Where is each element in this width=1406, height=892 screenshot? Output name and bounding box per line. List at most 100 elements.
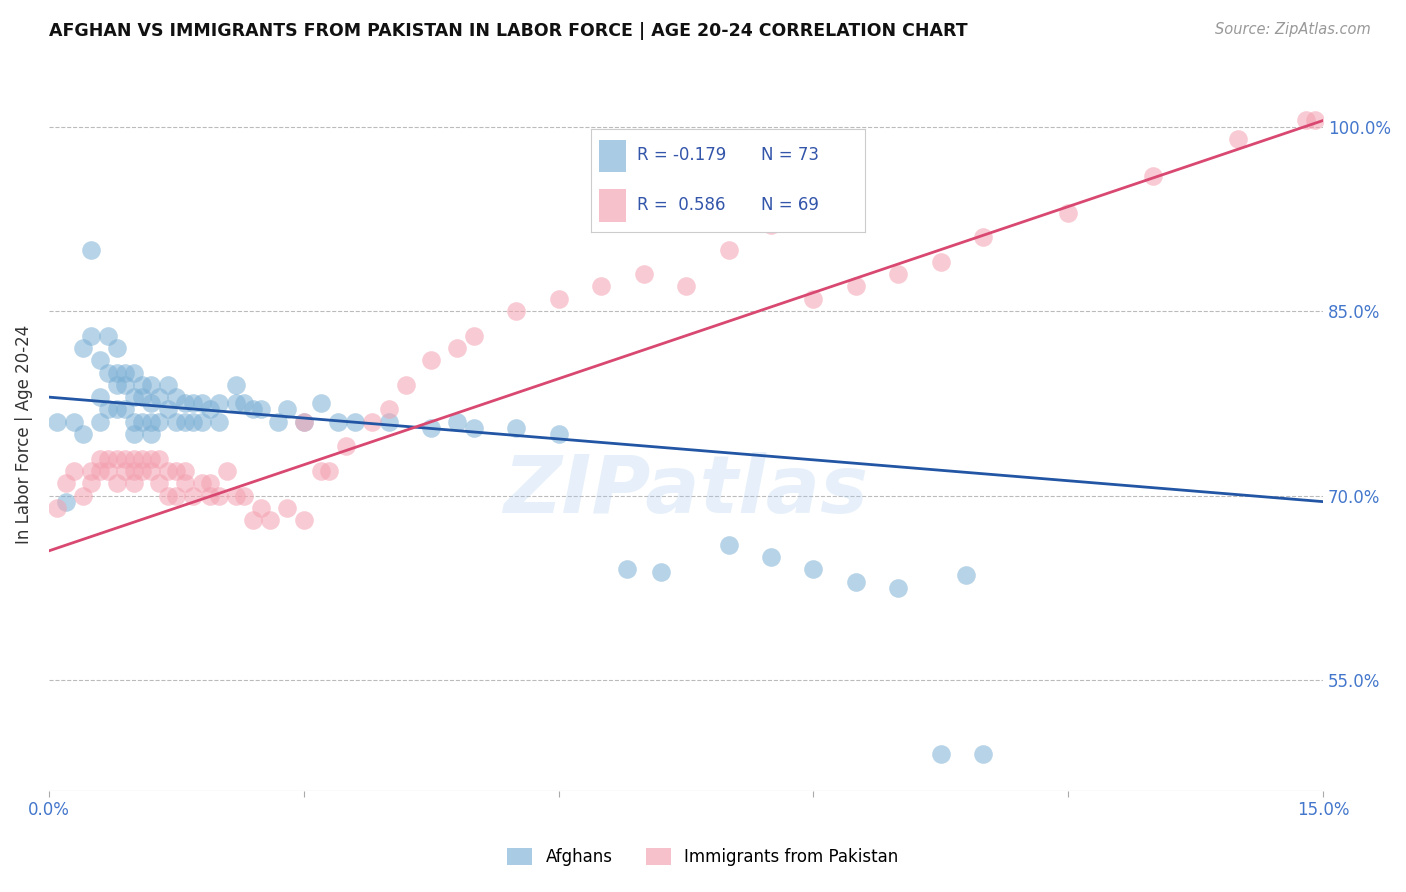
Point	[591, 279, 613, 293]
Point	[343, 415, 366, 429]
Point	[114, 377, 136, 392]
Point	[139, 464, 162, 478]
Point	[505, 304, 527, 318]
Point	[139, 427, 162, 442]
Point	[250, 402, 273, 417]
Point	[139, 377, 162, 392]
Point	[233, 488, 256, 502]
Point	[420, 353, 443, 368]
Point	[114, 402, 136, 417]
Point	[80, 243, 103, 257]
Text: Source: ZipAtlas.com: Source: ZipAtlas.com	[1215, 22, 1371, 37]
Point	[759, 218, 782, 232]
Point	[148, 415, 170, 429]
Point	[633, 267, 655, 281]
Point	[165, 390, 187, 404]
Point	[105, 366, 128, 380]
Point	[292, 415, 315, 429]
Point	[377, 402, 399, 417]
Point	[156, 377, 179, 392]
Point	[217, 464, 239, 478]
Y-axis label: In Labor Force | Age 20-24: In Labor Force | Age 20-24	[15, 325, 32, 543]
Point	[1303, 113, 1326, 128]
Point	[675, 279, 697, 293]
Point	[89, 390, 111, 404]
Point	[131, 464, 153, 478]
Point	[139, 451, 162, 466]
Point	[225, 377, 247, 392]
Point	[292, 415, 315, 429]
Point	[225, 488, 247, 502]
Text: N = 69: N = 69	[761, 195, 818, 214]
Point	[309, 396, 332, 410]
Point	[97, 451, 120, 466]
Point	[122, 415, 145, 429]
Point	[46, 415, 69, 429]
Point	[165, 415, 187, 429]
Point	[165, 464, 187, 478]
Point	[650, 565, 672, 579]
Point	[80, 328, 103, 343]
Point	[309, 464, 332, 478]
Text: AFGHAN VS IMMIGRANTS FROM PAKISTAN IN LABOR FORCE | AGE 20-24 CORRELATION CHART: AFGHAN VS IMMIGRANTS FROM PAKISTAN IN LA…	[49, 22, 967, 40]
FancyBboxPatch shape	[599, 189, 626, 221]
Point	[446, 341, 468, 355]
Point	[887, 581, 910, 595]
Point	[122, 476, 145, 491]
Point	[105, 476, 128, 491]
Point	[208, 488, 231, 502]
Point	[191, 476, 214, 491]
Point	[377, 415, 399, 429]
Point	[173, 464, 195, 478]
Point	[259, 513, 281, 527]
Point	[63, 464, 86, 478]
Point	[267, 415, 290, 429]
Point	[191, 396, 214, 410]
Point	[1057, 205, 1080, 219]
Point	[360, 415, 382, 429]
Point	[122, 390, 145, 404]
Point	[89, 353, 111, 368]
Point	[208, 415, 231, 429]
Point	[446, 415, 468, 429]
Point	[1227, 132, 1250, 146]
Point	[165, 488, 187, 502]
Point	[139, 396, 162, 410]
Point	[616, 562, 638, 576]
Point	[292, 513, 315, 527]
Point	[156, 488, 179, 502]
Point	[972, 230, 994, 244]
Point	[89, 451, 111, 466]
Point	[156, 464, 179, 478]
Point	[131, 415, 153, 429]
Point	[183, 415, 205, 429]
Point	[463, 421, 485, 435]
Point	[547, 427, 569, 442]
Point	[1295, 113, 1317, 128]
Point	[242, 402, 264, 417]
Text: R =  0.586: R = 0.586	[637, 195, 725, 214]
Point	[326, 415, 349, 429]
Point	[97, 464, 120, 478]
Point	[55, 476, 77, 491]
Point	[845, 279, 868, 293]
Point	[148, 451, 170, 466]
Point	[131, 390, 153, 404]
Point	[335, 439, 357, 453]
Legend: Afghans, Immigrants from Pakistan: Afghans, Immigrants from Pakistan	[501, 841, 905, 873]
Point	[845, 574, 868, 589]
Point	[46, 500, 69, 515]
Point	[148, 390, 170, 404]
Point	[72, 488, 94, 502]
Point	[89, 464, 111, 478]
Point	[114, 464, 136, 478]
Point	[717, 243, 740, 257]
Point	[955, 568, 977, 582]
Point	[183, 396, 205, 410]
Point	[173, 415, 195, 429]
Point	[156, 402, 179, 417]
Point	[463, 328, 485, 343]
Point	[131, 451, 153, 466]
Text: N = 73: N = 73	[761, 146, 818, 164]
Point	[200, 488, 222, 502]
